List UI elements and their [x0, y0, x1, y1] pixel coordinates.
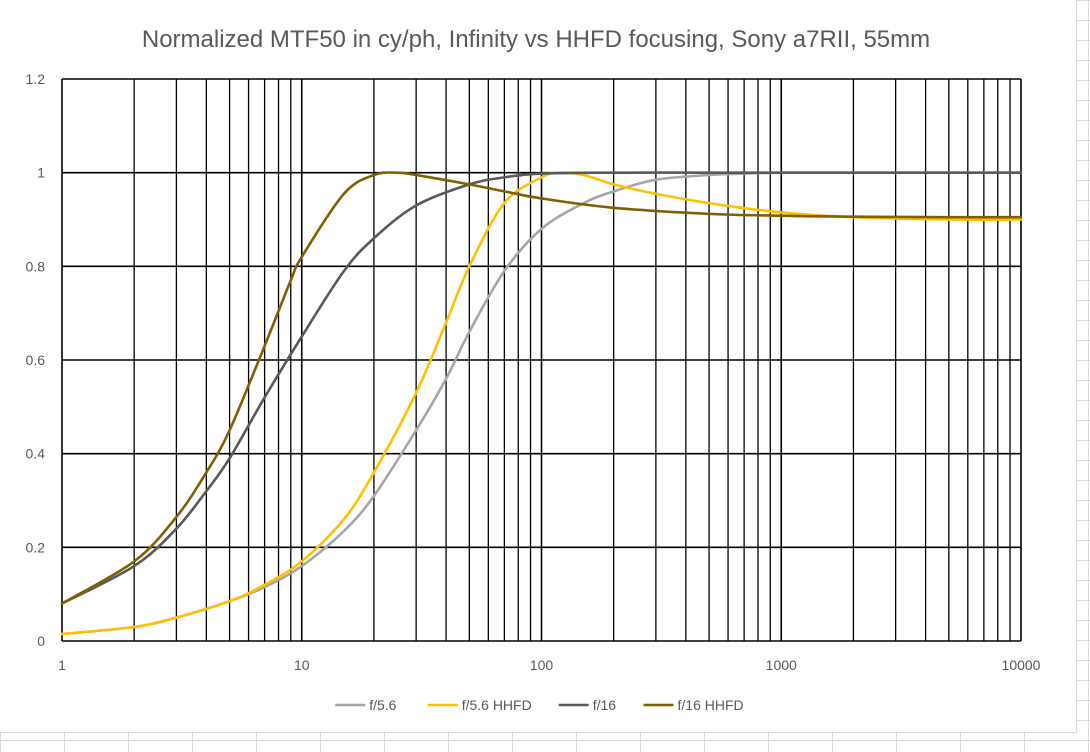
- legend-label-2: f/5.6 HHFD: [462, 697, 532, 713]
- series-line-2: [60, 171, 1023, 636]
- y-tick-label: 0.8: [26, 258, 46, 274]
- legend-label-1: f/5.6: [369, 697, 396, 713]
- y-axis-tick-labels: 0 0.2 0.4 0.6 0.8 1 1.2: [26, 71, 46, 649]
- series-lines: [60, 171, 1023, 636]
- x-axis-tick-labels: 1 10 100 1000 10000: [58, 657, 1041, 673]
- y-tick-label: 0.2: [26, 539, 46, 555]
- chart-svg: Normalized MTF50 in cy/ph, Infinity vs H…: [26, 26, 1041, 713]
- x-tick-label: 10000: [1002, 657, 1041, 673]
- x-tick-label: 100: [530, 657, 554, 673]
- x-tick-label: 1: [58, 657, 66, 673]
- x-tick-label: 10: [294, 657, 310, 673]
- series-line-4: [60, 171, 1023, 605]
- chart-area[interactable]: Normalized MTF50 in cy/ph, Infinity vs H…: [0, 0, 1077, 733]
- y-tick-label: 0: [37, 633, 45, 649]
- chart-title: Normalized MTF50 in cy/ph, Infinity vs H…: [142, 26, 930, 53]
- legend-label-3: f/16: [593, 697, 617, 713]
- y-tick-label: 0.4: [26, 446, 46, 462]
- series-line-3: [60, 171, 1023, 605]
- y-tick-label: 0.6: [26, 352, 46, 368]
- legend: f/5.6 f/5.6 HHFD f/16 f/16 HHFD: [335, 697, 744, 713]
- y-tick-label: 1: [37, 165, 45, 181]
- y-tick-label: 1.2: [26, 71, 46, 87]
- legend-label-4: f/16 HHFD: [678, 697, 744, 713]
- x-tick-label: 1000: [766, 657, 797, 673]
